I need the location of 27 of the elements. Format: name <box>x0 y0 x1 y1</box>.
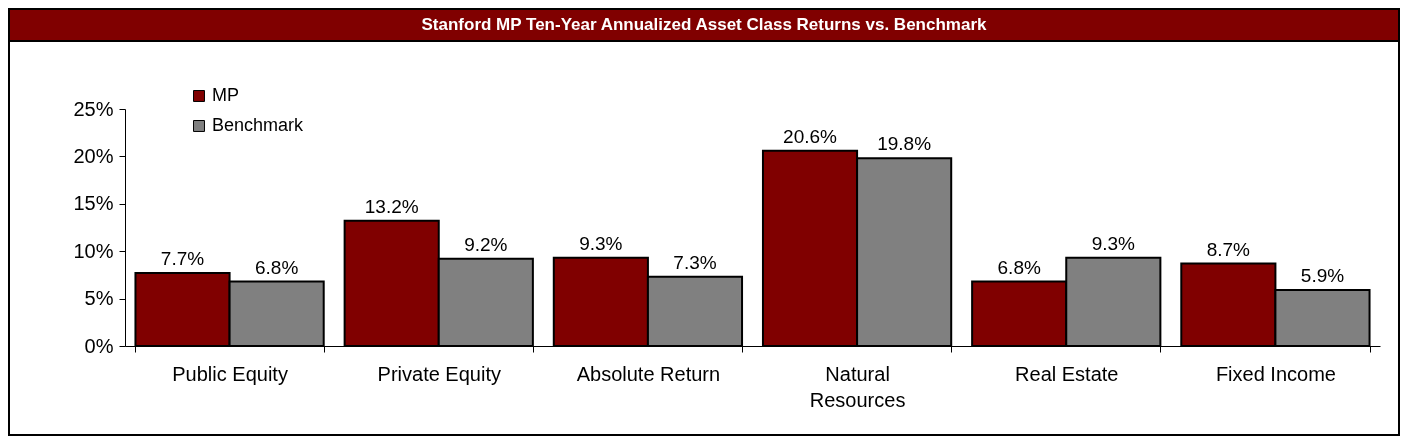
x-tick-label: Real Estate <box>1015 362 1119 385</box>
data-label: 8.7% <box>1206 238 1251 260</box>
data-label: 9.3% <box>1091 232 1136 254</box>
x-tick-label: Private Equity <box>377 362 501 385</box>
y-tick-label: 10% <box>73 239 114 262</box>
legend-label: Benchmark <box>212 115 305 135</box>
y-tick-label: 25% <box>73 97 114 120</box>
data-label: 13.2% <box>364 195 419 217</box>
y-tick-label: 5% <box>84 287 114 310</box>
x-tick-label: Fixed Income <box>1215 362 1336 385</box>
x-tick-label: Natural Resources <box>809 362 906 411</box>
x-tick-label: Absolute Return <box>576 362 721 385</box>
data-label: 7.3% <box>673 251 717 273</box>
legend-label: MP <box>212 85 239 105</box>
data-label: 9.3% <box>579 232 623 254</box>
y-tick-label: 20% <box>73 144 114 167</box>
data-label: 20.6% <box>783 125 838 147</box>
data-label: 6.8% <box>254 256 299 278</box>
data-label: 19.8% <box>877 133 932 155</box>
x-tick-label: Public Equity <box>172 362 288 385</box>
y-tick-label: 15% <box>73 192 114 215</box>
data-label: 5.9% <box>1300 265 1345 287</box>
data-label: 7.7% <box>160 248 205 269</box>
data-label: 9.2% <box>464 233 508 255</box>
chart-title: Stanford MP Ten-Year Annualized Asset Class Returns vs. Benchmark <box>10 10 1398 42</box>
y-tick-label: 0% <box>84 334 114 357</box>
data-label: 6.8% <box>997 256 1041 278</box>
